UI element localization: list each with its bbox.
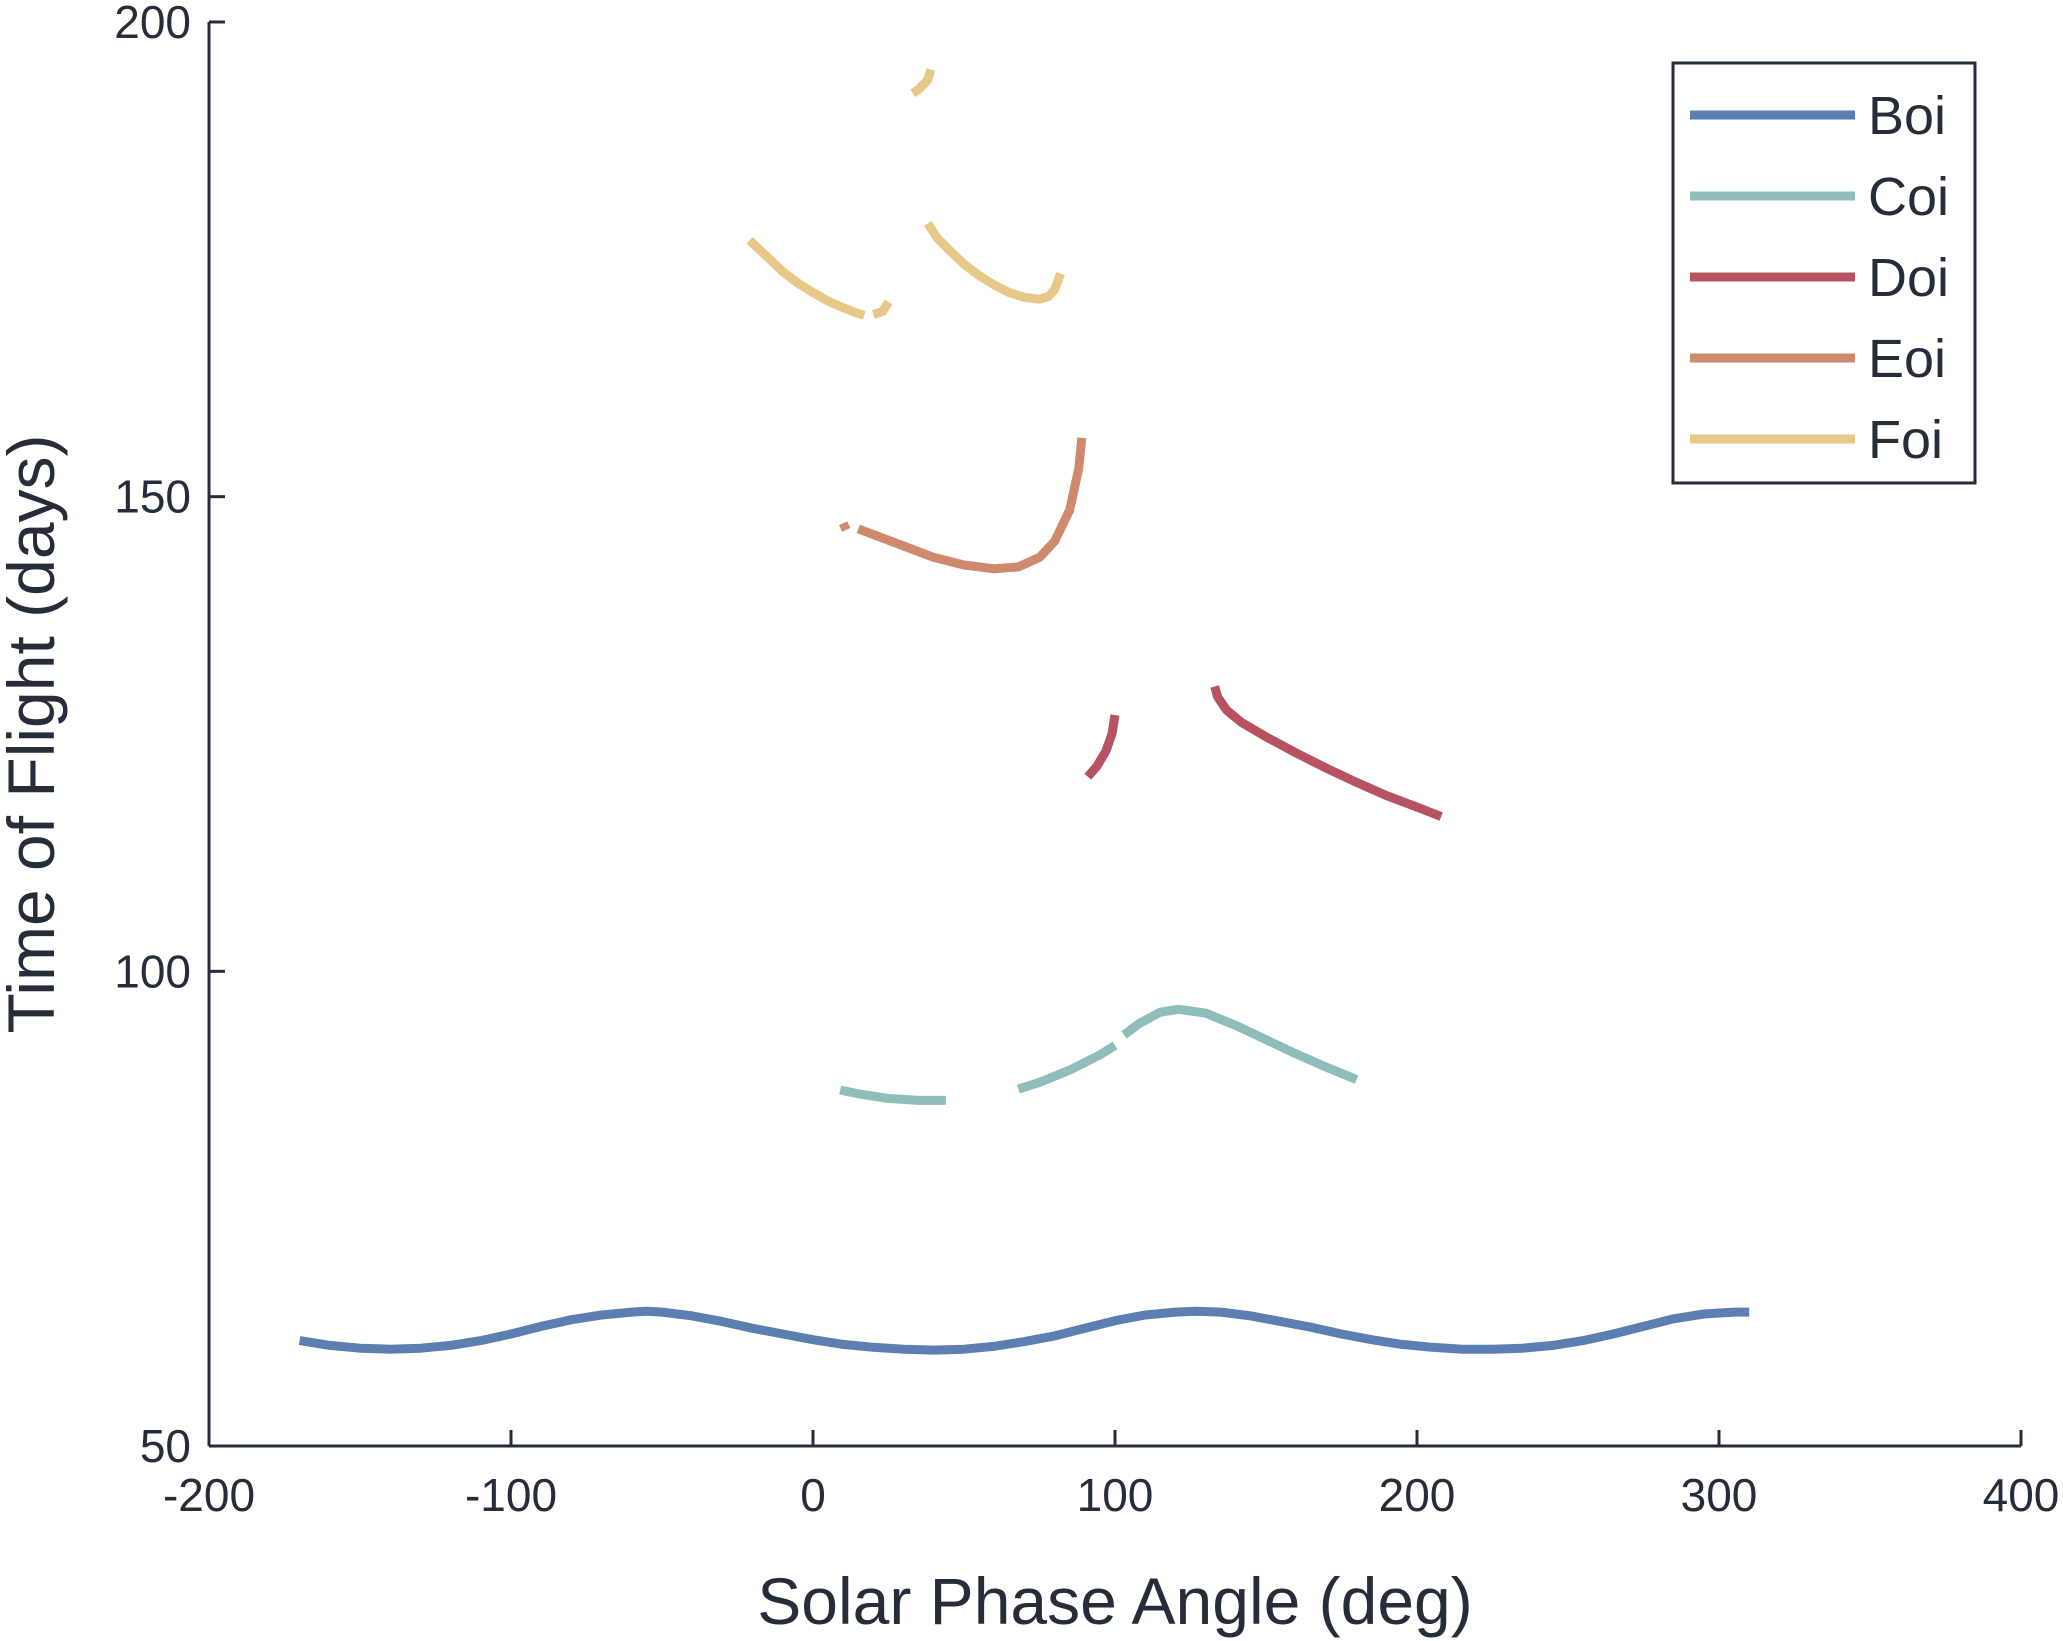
series-doi-line-2	[1210, 685, 1443, 821]
series-doi-line-1	[1084, 714, 1120, 780]
series-boi	[298, 1306, 1750, 1355]
y-tick-label: 200	[114, 0, 191, 48]
series-eoi-line-1	[839, 521, 851, 532]
series-coi-line-1	[839, 1085, 946, 1105]
legend-label: Eoi	[1868, 329, 1946, 389]
x-tick-label: 400	[1983, 1469, 2060, 1521]
x-axis-label: Solar Phase Angle (deg)	[757, 1564, 1472, 1638]
series-foi-line-3	[923, 220, 1065, 304]
x-tick-label: 300	[1681, 1469, 1758, 1521]
series-doi	[1084, 685, 1443, 821]
series-foi-line-1	[746, 237, 866, 320]
ticks-layer: -200 -100 0 100 200 300 400 50 100 150 200	[114, 0, 2059, 1521]
y-tick-label: 50	[140, 1420, 191, 1472]
legend-item-doi: Doi	[1690, 248, 1949, 308]
y-axis-label: Time of Flight (days)	[0, 434, 68, 1033]
legend: Boi Coi Doi Eoi Foi	[1671, 61, 1977, 485]
series-coi	[839, 1004, 1359, 1105]
series-foi-line-2	[872, 299, 893, 319]
series-layer	[298, 68, 1750, 1355]
series-eoi-line-2	[856, 437, 1087, 574]
series-coi-line-3	[1121, 1004, 1359, 1084]
legend-item-eoi: Eoi	[1690, 329, 1946, 389]
x-tick-label: -100	[465, 1469, 557, 1521]
y-tick-label: 100	[114, 945, 191, 997]
legend-label: Foi	[1868, 410, 1943, 470]
legend-label: Boi	[1868, 86, 1946, 146]
legend-item-boi: Boi	[1690, 86, 1946, 146]
x-tick-label: 200	[1379, 1469, 1456, 1521]
series-foi	[746, 68, 1065, 320]
legend-label: Coi	[1868, 167, 1949, 227]
x-tick-label: -200	[163, 1469, 255, 1521]
series-coi-line-2	[1017, 1041, 1118, 1094]
legend-label: Doi	[1868, 248, 1949, 308]
x-tick-label: 0	[800, 1469, 826, 1521]
legend-item-foi: Foi	[1690, 410, 1943, 470]
series-foi-line-4	[910, 68, 936, 98]
legend-item-coi: Coi	[1690, 167, 1949, 227]
legend-items: Boi Coi Doi Eoi Foi	[1690, 86, 1949, 470]
series-eoi	[839, 437, 1087, 574]
y-tick-label: 150	[114, 471, 191, 523]
x-tick-label: 100	[1077, 1469, 1154, 1521]
series-boi-line-1	[298, 1306, 1750, 1355]
